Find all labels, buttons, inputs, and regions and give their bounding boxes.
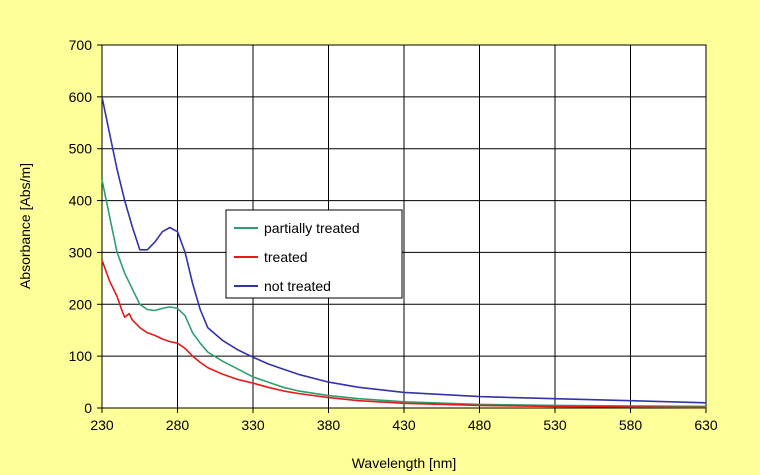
x-tick-label-5: 480 <box>468 417 492 433</box>
y-tick-label-4: 400 <box>69 193 93 209</box>
series-layer <box>101 96 707 409</box>
x-tick-label-2: 330 <box>241 417 265 433</box>
x-tick-label-0: 230 <box>90 417 114 433</box>
y-axis-label: Absorbance [Abs/m] <box>17 163 33 289</box>
series-line-2 <box>101 96 707 404</box>
y-tick-label-7: 700 <box>69 37 93 53</box>
legend-label-1: treated <box>264 249 308 265</box>
y-tick-label-3: 300 <box>69 244 93 260</box>
series-line-0 <box>101 179 707 408</box>
y-axis-ticks: 0 100 200 300 400 500 600 700 <box>69 37 102 416</box>
series-line-1 <box>101 259 707 409</box>
x-tick-label-1: 280 <box>166 417 190 433</box>
y-tick-label-2: 200 <box>69 296 93 312</box>
legend-label-2: not treated <box>264 278 331 294</box>
legend-box <box>225 209 403 299</box>
legend-label-0: partially treated <box>264 220 360 236</box>
y-tick-label-5: 500 <box>69 141 93 157</box>
x-tick-label-6: 530 <box>543 417 567 433</box>
grid-lines <box>101 44 707 409</box>
y-tick-label-1: 100 <box>69 348 93 364</box>
y-tick-label-6: 600 <box>69 89 93 105</box>
legend: partially treated treated not treated <box>225 209 403 299</box>
y-tick-label-0: 0 <box>84 400 92 416</box>
x-tick-label-7: 580 <box>619 417 643 433</box>
x-tick-label-8: 630 <box>694 417 718 433</box>
x-tick-label-3: 380 <box>317 417 341 433</box>
x-axis-label: Wavelength [nm] <box>352 455 457 471</box>
x-tick-label-4: 430 <box>392 417 416 433</box>
x-axis-ticks: 230 280 330 380 430 480 530 580 630 <box>90 408 718 433</box>
